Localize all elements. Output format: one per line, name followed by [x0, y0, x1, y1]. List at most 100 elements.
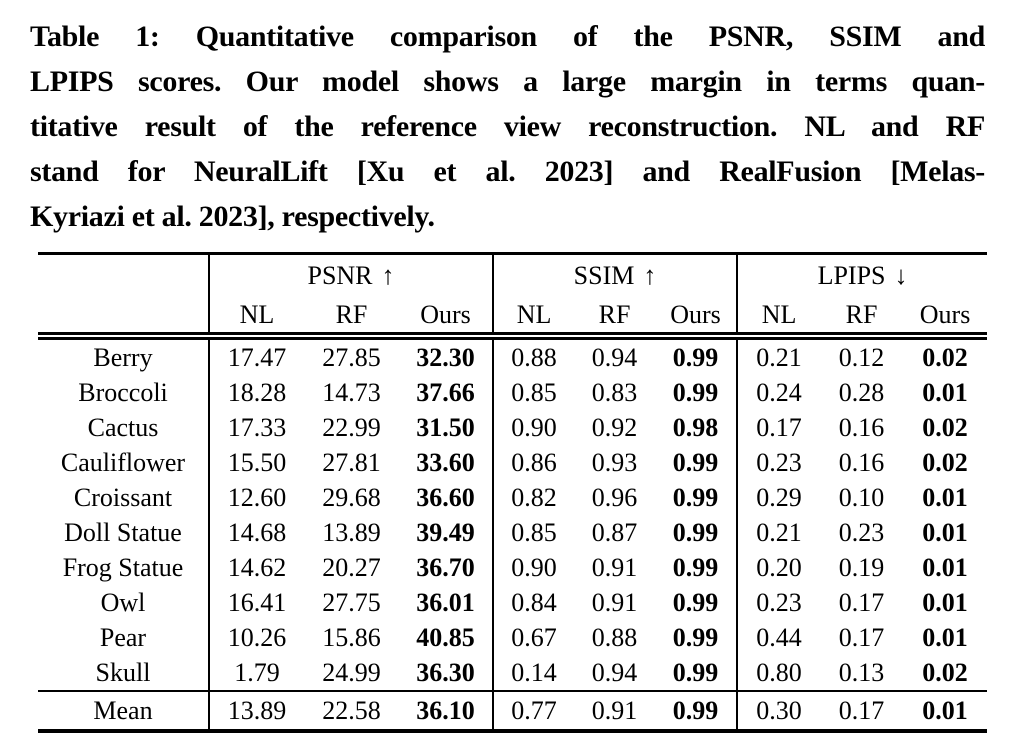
caption-line: stand for NeuralLift [Xu et al. 2023] an…: [30, 155, 985, 188]
psnr-rf-value: 15.86: [322, 623, 381, 652]
row-label: Broccoli: [78, 378, 168, 407]
psnr-nl-value: 1.79: [208, 655, 304, 691]
ssim-rf-value: 0.91: [591, 588, 638, 617]
method-header-nl: NL: [208, 297, 304, 340]
lpips-rf-value: 0.13: [838, 658, 885, 687]
row-label: Cactus: [87, 413, 159, 442]
psnr-rf-value: 22.99: [322, 413, 381, 442]
ssim-ours-value: 0.99: [672, 343, 719, 372]
lpips-rf-value: 0.16: [838, 448, 885, 477]
lpips-ours-value: 0.02: [922, 413, 968, 442]
row-label: Doll Statue: [64, 518, 182, 547]
psnr-rf-value: 29.68: [322, 483, 381, 512]
ssim-ours-value: 0.99: [655, 690, 738, 731]
lpips-ours-value: 0.01: [922, 483, 968, 512]
lpips-ours-value: 0.01: [922, 378, 968, 407]
group-header-lpips: LPIPS ↓: [736, 253, 988, 297]
empty-corner-cell: [38, 254, 209, 298]
row-label: Pear: [99, 623, 147, 652]
metric-label-ssim: SSIM: [573, 261, 635, 290]
lpips-nl-value: 0.23: [736, 585, 821, 620]
ssim-nl-value: 0.67: [492, 620, 575, 655]
psnr-nl-value: 13.89: [208, 690, 304, 731]
ssim-ours-value: 0.99: [672, 378, 719, 407]
lpips-rf-value: 0.17: [820, 690, 904, 731]
table-row: Broccoli 18.28 14.73 37.66 0.85 0.83 0.99 0.24 0…: [38, 375, 987, 410]
method-header-ours: Ours: [903, 297, 988, 340]
psnr-rf-value: 22.58: [304, 690, 399, 731]
psnr-nl-value: 16.41: [208, 585, 304, 620]
psnr-nl-value: 18.28: [208, 375, 304, 410]
ssim-nl-value: 0.82: [492, 480, 575, 515]
table-row: Skull 1.79 24.99 36.30 0.14 0.94 0.99 0.80 0.13 0…: [38, 655, 987, 691]
lpips-nl-value: 0.24: [736, 375, 821, 410]
lpips-nl-value: 0.44: [736, 620, 821, 655]
lpips-nl-value: 0.80: [736, 655, 821, 691]
ssim-nl-value: 0.77: [492, 690, 575, 731]
group-header-row: PSNR ↑ SSIM ↑ LPIPS ↓: [38, 253, 988, 298]
row-label: Croissant: [73, 483, 173, 512]
lpips-rf-value: 0.10: [838, 483, 885, 512]
table-row: Cactus 17.33 22.99 31.50 0.90 0.92 0.98 0.17 0.1…: [38, 410, 987, 445]
psnr-ours-value: 36.01: [416, 588, 475, 617]
lpips-rf-value: 0.12: [838, 343, 885, 372]
metric-label-lpips: LPIPS: [817, 261, 886, 290]
caption-line: Kyriazi et al. 2023], respectively.: [30, 200, 435, 233]
row-label: Owl: [100, 588, 146, 617]
ssim-rf-value: 0.87: [591, 518, 638, 547]
lpips-nl-value: 0.29: [736, 480, 821, 515]
table-row: Berry 17.47 27.85 32.30 0.88 0.94 0.99 0.21 0.12…: [38, 336, 987, 375]
caption-line: LPIPS scores. Our model shows a large ma…: [30, 65, 985, 98]
ssim-nl-value: 0.90: [492, 550, 575, 585]
method-header-rf: RF: [574, 297, 656, 340]
psnr-rf-value: 20.27: [322, 553, 381, 582]
ssim-ours-value: 0.99: [672, 518, 719, 547]
lpips-ours-value: 0.02: [922, 658, 968, 687]
lpips-ours-value: 0.01: [922, 518, 968, 547]
results-table: PSNR ↑ SSIM ↑ LPIPS ↓ NL RF Ours NL RF Ours…: [38, 252, 988, 733]
ssim-rf-value: 0.92: [591, 413, 638, 442]
psnr-ours-value: 37.66: [416, 378, 475, 407]
row-label: Frog Statue: [62, 553, 184, 582]
group-header-psnr: PSNR ↑: [207, 253, 494, 297]
row-label: Berry: [93, 343, 153, 372]
ssim-rf-value: 0.96: [591, 483, 638, 512]
paper-table-figure: Table 1: Quantitative comparison of the …: [0, 14, 1013, 733]
ssim-rf-value: 0.94: [591, 658, 638, 687]
row-label: Skull: [95, 658, 151, 687]
lpips-ours-value: 0.01: [922, 623, 968, 652]
ssim-ours-value: 0.99: [672, 623, 719, 652]
lpips-rf-value: 0.23: [838, 518, 885, 547]
method-header-rf: RF: [304, 297, 399, 340]
method-header-rf: RF: [820, 297, 904, 340]
psnr-nl-value: 17.33: [208, 410, 304, 445]
ssim-nl-value: 0.85: [492, 515, 575, 550]
psnr-rf-value: 27.75: [322, 588, 381, 617]
psnr-ours-value: 40.85: [416, 623, 475, 652]
row-label: Mean: [38, 690, 209, 731]
ssim-ours-value: 0.99: [672, 483, 719, 512]
ssim-ours-value: 0.99: [672, 553, 719, 582]
psnr-ours-value: 36.10: [399, 690, 494, 731]
lpips-nl-value: 0.30: [736, 690, 821, 731]
psnr-rf-value: 14.73: [322, 378, 381, 407]
ssim-nl-value: 0.88: [492, 336, 575, 375]
lpips-ours-value: 0.02: [922, 343, 968, 372]
ssim-rf-value: 0.94: [591, 343, 638, 372]
psnr-ours-value: 36.70: [416, 553, 475, 582]
ssim-nl-value: 0.14: [492, 655, 575, 691]
ssim-ours-value: 0.99: [672, 448, 719, 477]
lpips-nl-value: 0.17: [736, 410, 821, 445]
ssim-rf-value: 0.91: [574, 690, 656, 731]
row-label: Cauliflower: [60, 448, 186, 477]
method-header-row: NL RF Ours NL RF Ours NL RF Ours: [38, 297, 988, 340]
table-row: Owl 16.41 27.75 36.01 0.84 0.91 0.99 0.23 0.17 0.…: [38, 585, 987, 620]
ssim-nl-value: 0.85: [492, 375, 575, 410]
lpips-rf-value: 0.28: [838, 378, 885, 407]
group-header-ssim: SSIM ↑: [492, 253, 738, 297]
metric-label-psnr: PSNR: [307, 261, 373, 290]
ssim-ours-value: 0.99: [672, 588, 719, 617]
ssim-ours-value: 0.98: [672, 413, 719, 442]
psnr-rf-value: 24.99: [322, 658, 381, 687]
lpips-rf-value: 0.19: [838, 553, 885, 582]
